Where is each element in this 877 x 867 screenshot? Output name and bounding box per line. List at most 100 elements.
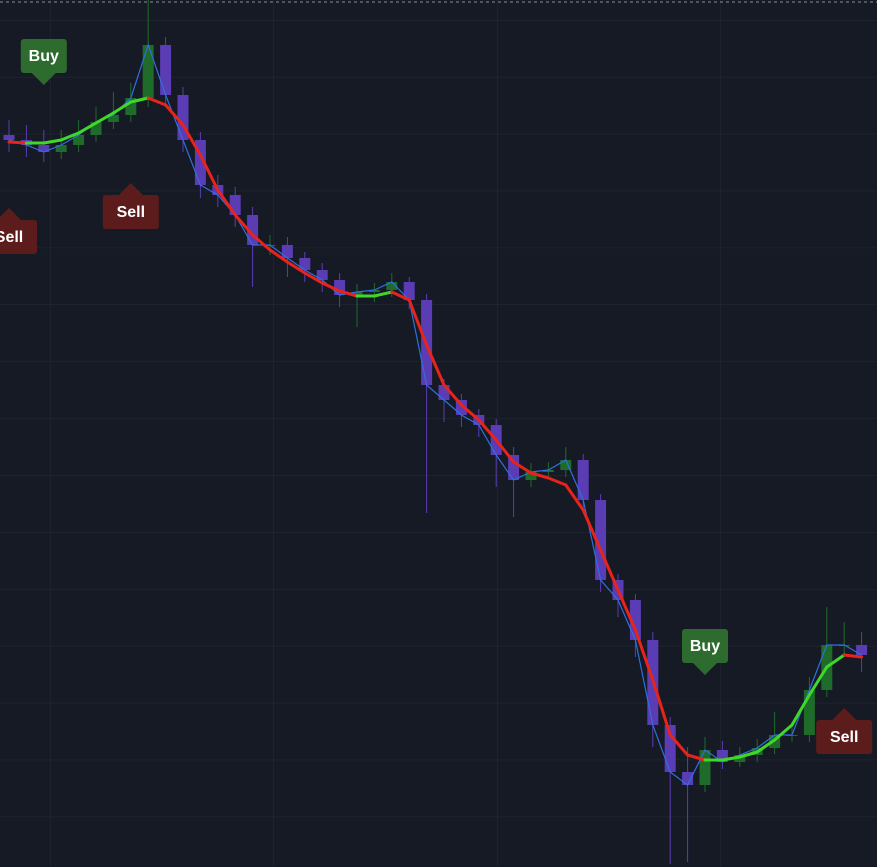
ma-segment: [390, 290, 411, 302]
ma-segment: [633, 628, 655, 682]
ma-segment: [425, 343, 446, 387]
candle-body: [508, 455, 520, 480]
signal-arrow: [693, 663, 717, 675]
ma-segment: [251, 233, 272, 252]
signal-marker: Sell: [0, 208, 37, 254]
ma-segment: [790, 693, 811, 727]
candle-body: [351, 292, 363, 295]
ma-segment: [59, 131, 81, 142]
signal-arrow: [0, 208, 21, 220]
signal-arrow: [118, 183, 143, 195]
ma-segment: [407, 298, 429, 347]
candle-body: [403, 282, 415, 300]
ma-segment: [198, 153, 220, 192]
candle-body: [629, 600, 641, 640]
ma-segment: [129, 96, 150, 104]
ma-segment: [459, 403, 481, 422]
ma-segment: [233, 213, 255, 237]
ma-segment: [842, 653, 864, 659]
ma-segment: [338, 289, 359, 298]
signal-label: Buy: [29, 48, 59, 65]
signal-box: [0, 220, 37, 254]
candle-body: [316, 270, 328, 280]
candle-body: [107, 115, 119, 122]
ma-segment: [216, 188, 237, 217]
candle-body: [229, 195, 241, 215]
signal-arrow: [832, 708, 857, 720]
ma-segment: [285, 260, 307, 275]
candle-body: [699, 750, 711, 785]
candle-body: [125, 98, 137, 115]
ma-segment: [94, 111, 115, 125]
ma-segment: [42, 138, 63, 145]
candle-body: [177, 95, 189, 140]
ma-segment: [303, 271, 324, 285]
candle-body: [160, 45, 172, 95]
candle-body: [90, 122, 102, 135]
signal-label: Sell: [0, 229, 23, 246]
ma-segment: [442, 383, 463, 407]
signal-marker: Sell: [816, 708, 873, 754]
signal-box: [102, 195, 159, 229]
ma-segment: [7, 140, 28, 145]
candle-body: [73, 135, 85, 145]
ma-segment: [564, 483, 585, 512]
candle-body: [299, 258, 311, 270]
candle-body: [334, 280, 346, 295]
signal-box: [682, 629, 728, 663]
candle-body: [3, 135, 15, 140]
ma-segment: [755, 738, 777, 754]
candle-body: [856, 645, 868, 655]
signal-marker: Sell: [102, 183, 159, 229]
candle-body: [281, 245, 293, 258]
candle-body: [577, 460, 589, 500]
signal-box: [816, 720, 873, 754]
ma-segment: [668, 733, 690, 757]
ma-segment: [77, 121, 98, 135]
signal-label: Sell: [830, 729, 858, 746]
ma-segment: [738, 750, 759, 759]
ma-segment: [320, 281, 342, 293]
ma-segment: [581, 508, 603, 552]
ma-segment: [599, 548, 620, 592]
candle-body: [55, 145, 67, 152]
candle-body: [560, 460, 572, 470]
ma-segment: [773, 723, 794, 742]
ma-segment: [164, 103, 185, 127]
candle-body: [368, 290, 380, 292]
candle-body: [386, 282, 398, 290]
candle-body: [664, 725, 676, 772]
ma-segment: [686, 753, 707, 762]
signal-box: [20, 39, 67, 73]
candle-body: [194, 140, 206, 185]
candle-body: [682, 772, 694, 785]
signal-arrow: [31, 73, 56, 85]
candle-body: [542, 470, 554, 472]
candle-body: [803, 690, 815, 735]
candle-body: [525, 472, 537, 480]
ma-segment: [111, 100, 133, 115]
signal-label: Buy: [690, 638, 720, 655]
ma-segment: [616, 588, 637, 632]
candle-body: [716, 750, 728, 762]
ma-segment: [268, 248, 289, 264]
candle-body: [455, 400, 467, 415]
signal-marker: Buy: [682, 629, 728, 675]
ma-segment: [807, 665, 829, 697]
ma-segment: [181, 123, 202, 157]
candle-body: [142, 45, 154, 98]
ma-segment: [651, 678, 672, 737]
signal-label: Sell: [117, 204, 145, 221]
ma-segment: [372, 290, 394, 298]
candle-body: [438, 385, 450, 400]
ma-segment: [825, 653, 846, 669]
candle-body: [247, 215, 259, 245]
ma-segment: [529, 471, 550, 480]
ma-segment: [720, 755, 742, 762]
candle-body: [595, 500, 607, 580]
candle-body: [38, 145, 50, 152]
ma-segment: [546, 476, 568, 487]
